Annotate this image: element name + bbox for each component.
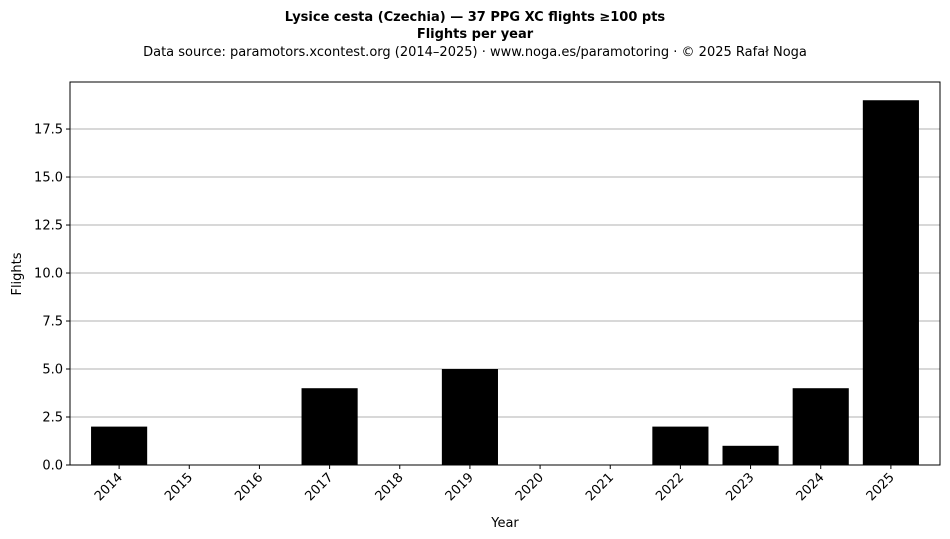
x-tick-label: 2024 (794, 470, 828, 504)
x-tick-label: 2017 (302, 470, 336, 504)
bar-2024 (792, 388, 849, 465)
y-axis-label: Flights (10, 252, 25, 295)
chart-subtitle: Flights per year (417, 27, 534, 42)
bar-2014 (91, 426, 148, 465)
x-tick-label: 2019 (443, 470, 477, 504)
x-tick-label: 2018 (373, 470, 407, 504)
y-tick-label: 0.0 (42, 459, 63, 474)
x-axis: 2014 2015 2016 2017 2018 2019 2020 2021 2022 2023… (92, 465, 898, 504)
bar-2017 (301, 388, 358, 465)
x-tick-label: 2022 (653, 470, 687, 504)
x-axis-label: Year (490, 516, 519, 531)
y-axis: 0.0 2.5 5.0 7.5 10.0 12.5 15.0 17.5 (34, 123, 70, 474)
bar-2025 (862, 100, 919, 465)
y-tick-label: 5.0 (42, 363, 63, 378)
x-tick-label: 2015 (162, 470, 196, 504)
y-gridlines (70, 128, 940, 466)
x-tick-label: 2021 (583, 470, 617, 504)
y-tick-label: 2.5 (42, 411, 63, 426)
x-tick-label: 2025 (864, 470, 898, 504)
bar-2019 (441, 369, 498, 465)
bar-series (91, 100, 919, 465)
y-tick-label: 10.0 (34, 267, 63, 282)
bar-2023 (722, 445, 779, 465)
y-tick-label: 12.5 (34, 219, 63, 234)
x-tick-label: 2014 (92, 470, 126, 504)
bar-2022 (652, 426, 709, 465)
x-tick-label: 2023 (723, 470, 757, 504)
y-tick-label: 7.5 (42, 315, 63, 330)
chart-title: Lysice cesta (Czechia) — 37 PPG XC fligh… (285, 10, 666, 25)
y-tick-label: 17.5 (34, 123, 63, 138)
x-tick-label: 2020 (513, 470, 547, 504)
data-source-line: Data source: paramotors.xcontest.org (20… (143, 45, 807, 60)
x-tick-label: 2016 (232, 470, 266, 504)
y-tick-label: 15.0 (34, 171, 63, 186)
